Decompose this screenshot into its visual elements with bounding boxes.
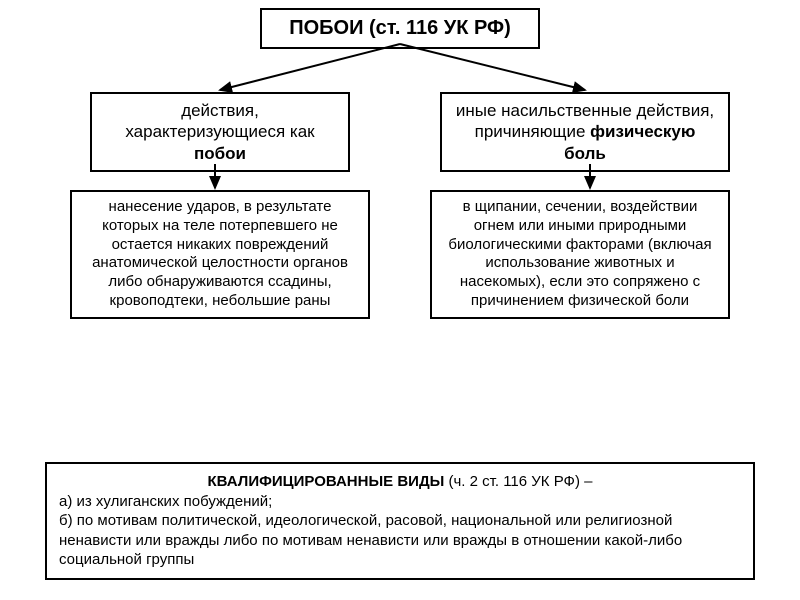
right-definition-text: иные насильственные действия, причиняющи… [456,101,714,163]
left-definition-text: действия, характеризующиеся как побои [125,101,314,163]
right-definition-box: иные насильственные действия, причиняющи… [440,92,730,172]
title-text: ПОБОИ (ст. 116 УК РФ) [289,17,511,39]
left-detail-text: нанесение ударов, в результате которых н… [92,198,348,309]
title-box: ПОБОИ (ст. 116 УК РФ) [260,8,540,49]
left-detail-box: нанесение ударов, в результате которых н… [70,190,370,319]
qualified-types-suffix: (ч. 2 ст. 116 УК РФ) – [444,473,592,490]
qualified-types-title: КВАЛИФИЦИРОВАННЫЕ ВИДЫ [208,473,445,490]
right-detail-box: в щипании, сечении, воздействии огнем ил… [430,190,730,319]
right-detail-text: в щипании, сечении, воздействии огнем ил… [448,198,711,309]
edge-title-right [400,44,585,90]
qualified-types-line-a: а) из хулиганских побуждений; [59,492,741,512]
qualified-types-box: КВАЛИФИЦИРОВАННЫЕ ВИДЫ (ч. 2 ст. 116 УК … [45,462,755,580]
qualified-types-line-b: б) по мотивам политической, идеологическ… [59,511,741,570]
left-definition-box: действия, характеризующиеся как побои [90,92,350,172]
edge-title-left [220,44,400,90]
qualified-types-header: КВАЛИФИЦИРОВАННЫЕ ВИДЫ (ч. 2 ст. 116 УК … [59,472,741,492]
